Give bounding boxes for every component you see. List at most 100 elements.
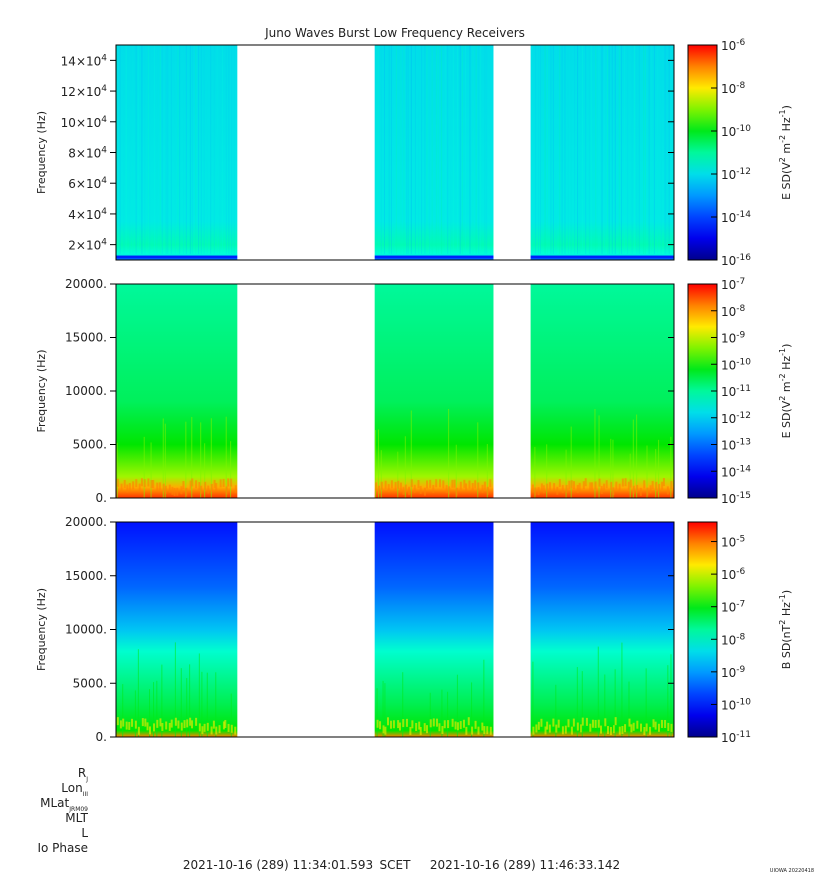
low-freq-emission xyxy=(143,479,146,488)
low-freq-emission xyxy=(215,482,218,491)
low-freq-emission xyxy=(636,484,639,493)
emission-streak xyxy=(150,442,152,498)
emission-streak xyxy=(621,642,623,737)
emission-streak xyxy=(180,668,182,737)
spectral-texture xyxy=(631,45,633,254)
emission-streak xyxy=(646,445,648,498)
low-freq-emission xyxy=(636,720,639,729)
spectral-texture xyxy=(480,45,482,254)
y-tick-label: 12×104 xyxy=(61,84,108,99)
low-freq-emission xyxy=(225,486,228,495)
emission-streak xyxy=(604,674,606,737)
colorbar-scale xyxy=(687,521,718,738)
spectrogram-block xyxy=(374,284,494,498)
low-freq-emission xyxy=(474,720,477,729)
low-freq-emission xyxy=(564,725,567,734)
low-freq-emission xyxy=(658,483,661,492)
emission-streak xyxy=(156,680,158,737)
low-freq-emission xyxy=(467,717,470,726)
spectral-texture xyxy=(472,45,474,254)
spectral-texture xyxy=(159,45,161,254)
low-freq-emission xyxy=(477,482,480,491)
spectral-texture xyxy=(203,45,205,254)
low-freq-emission xyxy=(123,479,126,488)
emission-streak xyxy=(384,683,386,737)
spectrogram-block xyxy=(374,522,494,737)
spectral-texture xyxy=(651,45,653,254)
low-freq-emission xyxy=(432,485,435,494)
spectral-texture xyxy=(457,45,459,254)
low-freq-emission xyxy=(394,481,397,490)
low-freq-emission xyxy=(548,724,551,733)
emission-streak xyxy=(598,415,600,498)
spectral-texture xyxy=(231,45,233,254)
spectral-texture xyxy=(418,45,420,254)
spectral-texture xyxy=(464,45,466,254)
spectral-texture xyxy=(441,45,443,254)
colorbar-label: E SD(V2 m-2 Hz-1) xyxy=(778,344,793,439)
spectral-texture xyxy=(174,45,176,254)
emission-streak xyxy=(149,689,151,737)
low-freq-emission xyxy=(173,487,176,496)
spectral-texture xyxy=(390,45,392,254)
low-freq-emission xyxy=(454,721,457,730)
low-freq-emission xyxy=(570,726,573,735)
low-freq-emission xyxy=(134,720,137,729)
low-freq-emission xyxy=(552,718,555,727)
emission-streak xyxy=(667,665,669,737)
low-freq-emission xyxy=(627,481,630,490)
emission-streak xyxy=(137,649,139,737)
low-freq-emission xyxy=(387,484,390,493)
spectral-texture xyxy=(400,45,402,254)
low-freq-emission xyxy=(128,721,131,730)
emission-streak xyxy=(534,446,536,498)
low-freq-emission xyxy=(618,726,621,735)
spectral-texture xyxy=(191,45,193,254)
low-freq-emission xyxy=(624,724,627,733)
low-freq-emission xyxy=(138,483,141,492)
colorbar-tick-label: 10-9 xyxy=(721,665,746,680)
low-freq-emission xyxy=(379,721,382,730)
spectral-texture xyxy=(585,45,587,254)
spectral-texture xyxy=(156,45,158,254)
low-freq-emission xyxy=(234,726,237,735)
low-freq-emission xyxy=(546,721,549,730)
spectral-texture xyxy=(590,45,592,254)
ephemeris-row-label: Io Phase xyxy=(37,841,88,855)
colorbar-tick-label: 10-14 xyxy=(721,210,751,225)
low-freq-emission xyxy=(447,720,450,729)
spectral-texture xyxy=(144,45,146,254)
low-freq-emission xyxy=(198,482,201,491)
emission-streak xyxy=(455,444,457,498)
spectral-texture xyxy=(588,45,590,254)
spectrogram-block xyxy=(530,45,674,260)
emission-streak xyxy=(456,674,458,737)
panels: 2×104 4×104 6×104 8×104 10×104 12×104 14×104 Fr… xyxy=(35,38,793,745)
low-freq-emission xyxy=(224,719,227,728)
spectral-texture xyxy=(666,45,668,254)
emission-streak xyxy=(612,439,614,498)
low-freq-emission xyxy=(598,478,601,487)
spectrogram-panel-1: 2×104 4×104 6×104 8×104 10×104 12×104 14×104 Fr… xyxy=(35,38,793,268)
low-freq-emission xyxy=(629,479,632,488)
spectral-texture xyxy=(161,45,163,254)
emission-streak xyxy=(225,416,227,498)
emission-streak xyxy=(483,659,485,737)
spectral-texture xyxy=(538,45,540,254)
low-freq-emission xyxy=(561,726,564,735)
low-freq-emission xyxy=(380,481,383,490)
spectral-texture xyxy=(233,45,235,254)
low-freq-emission xyxy=(402,719,405,728)
emission-streak xyxy=(377,429,379,498)
spectral-texture xyxy=(611,45,613,254)
low-freq-emission xyxy=(191,478,194,487)
ephemeris-row-label: L xyxy=(81,826,88,840)
emission-streak xyxy=(629,453,631,498)
emission-streak xyxy=(410,410,412,498)
spectral-texture xyxy=(535,45,537,254)
emission-streak xyxy=(174,642,176,737)
spectral-texture xyxy=(574,45,576,254)
low-freq-emission xyxy=(557,719,560,728)
y-tick-label: 10×104 xyxy=(61,115,108,130)
low-freq-emission xyxy=(398,722,401,731)
